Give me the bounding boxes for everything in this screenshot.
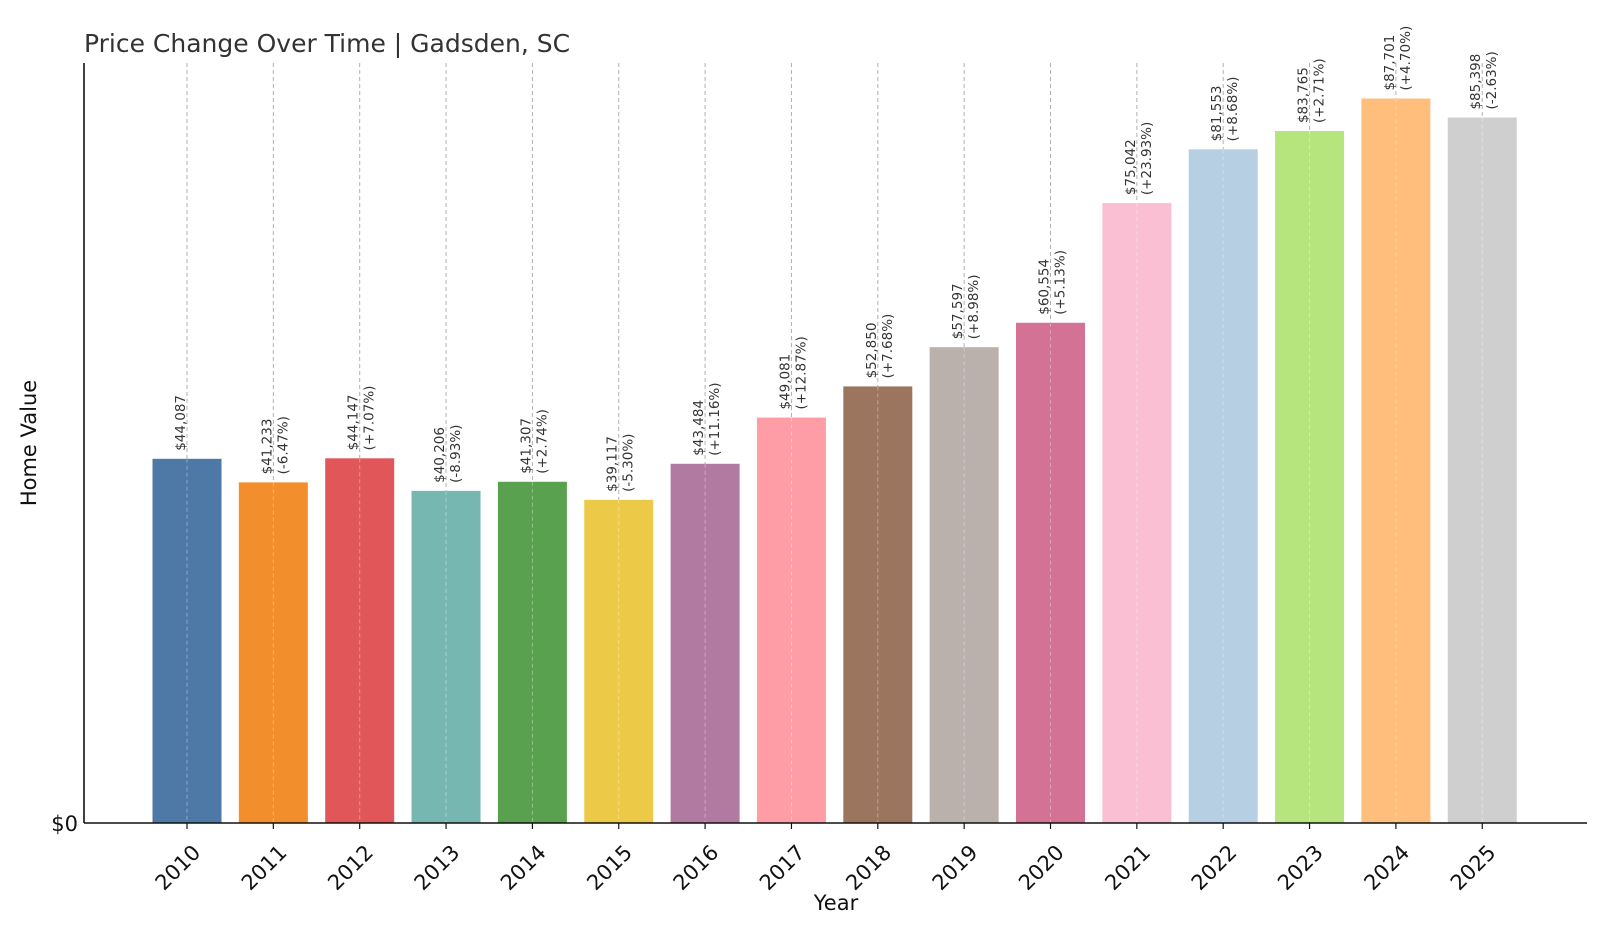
value-label-2023: $83,765 [1296,67,1312,123]
y-tick-label-zero: $0 [51,812,78,836]
value-label-2013: $40,206 [432,427,448,483]
bar-2022 [1188,149,1258,824]
change-label-2021: (+23.93%) [1139,122,1155,195]
x-tick-label-2015: 2015 [582,840,637,895]
x-tick-label-2018: 2018 [841,840,896,895]
change-label-2013: (-8.93%) [448,425,464,483]
value-label-2011: $41,233 [259,419,275,475]
x-tick-labels: 2010 2011 2012 2013 2014 2015 2016 2017 2018 2019… [151,823,1501,895]
change-label-2019: (+8.98%) [966,274,982,339]
value-label-2015: $39,117 [605,436,621,492]
value-label-2014: $41,307 [518,418,534,474]
change-label-2024: (+4.70%) [1398,26,1414,91]
value-label-2025: $85,398 [1468,54,1484,110]
value-label-2021: $75,042 [1123,139,1139,195]
value-label-2016: $43,484 [691,400,707,456]
x-tick-label-2013: 2013 [410,840,465,895]
x-tick-label-2020: 2020 [1014,840,1069,895]
bar-2018 [843,386,913,823]
value-label-2018: $52,850 [864,323,880,379]
value-label-2020: $60,554 [1037,259,1053,315]
chart-title: Price Change Over Time | Gadsden, SC [84,29,570,58]
bar-2024 [1361,98,1431,823]
value-label-2017: $49,081 [777,354,793,410]
x-tick-label-2024: 2024 [1359,840,1414,895]
x-tick-label-2014: 2014 [496,840,551,895]
axes [83,63,1587,824]
change-label-2016: (+11.16%) [707,382,723,455]
bar-2025 [1447,117,1517,823]
x-tick-label-2022: 2022 [1187,840,1242,895]
bar-2010 [152,458,222,823]
bar-2014 [497,481,567,823]
x-tick-label-2017: 2017 [755,840,810,895]
value-label-2012: $44,147 [346,394,362,450]
value-label-2022: $81,553 [1209,85,1225,141]
value-label-2024: $87,701 [1382,35,1398,91]
change-label-2017: (+12.87%) [793,336,809,409]
change-label-2015: (-5.30%) [621,434,637,492]
x-tick-label-2021: 2021 [1100,840,1155,895]
value-label-2010: $44,087 [173,395,189,451]
bar-2013 [411,490,481,823]
value-label-2019: $57,597 [950,283,966,339]
change-label-2020: (+5.13%) [1053,250,1069,315]
bar-2015 [584,499,654,823]
grid-overlay [186,98,1483,823]
x-tick-label-2016: 2016 [669,840,724,895]
x-axis-label: Year [813,891,859,915]
x-tick-label-2010: 2010 [151,840,206,895]
bar-2019 [929,347,999,823]
change-label-2025: (-2.63%) [1484,51,1500,109]
x-tick-label-2011: 2011 [237,840,292,895]
bar-2023 [1275,131,1345,823]
bar-2012 [325,458,395,823]
x-tick-label-2012: 2012 [323,840,378,895]
change-label-2022: (+8.68%) [1225,77,1241,142]
x-tick-label-2019: 2019 [928,840,983,895]
bar-2020 [1016,322,1085,823]
change-label-2023: (+2.71%) [1312,58,1328,123]
y-axis-label: Home Value [17,380,41,506]
bar-2021 [1102,203,1172,823]
change-label-2011: (-6.47%) [275,416,291,474]
x-tick-label-2023: 2023 [1273,840,1328,895]
change-label-2012: (+7.07%) [362,386,378,451]
change-label-2018: (+7.68%) [880,314,896,379]
bar-2017 [756,417,826,823]
bar-labels: $44,087 $41,233 (-6.47%) $44,147 (+7.07%) $40… [173,26,1500,492]
bar-2016 [670,463,740,823]
change-label-2014: (+2.74%) [534,409,550,474]
x-tick-label-2025: 2025 [1446,840,1501,895]
bars [152,98,1517,824]
bar-2011 [238,482,308,823]
